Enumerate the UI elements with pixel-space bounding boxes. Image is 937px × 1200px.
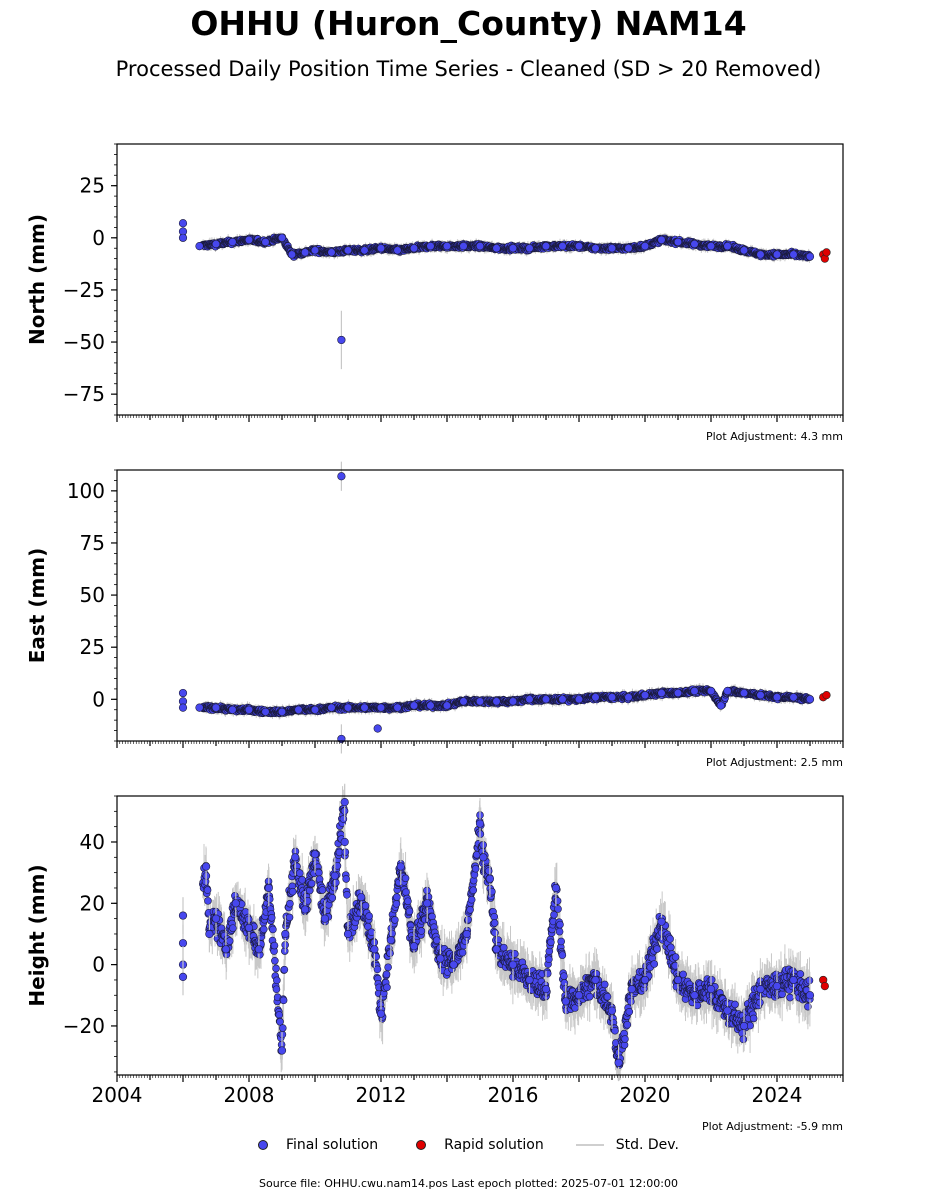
final-point (607, 244, 617, 253)
final-point (310, 246, 320, 255)
final-point (624, 244, 633, 253)
final-point (805, 252, 815, 261)
final-point (690, 239, 699, 249)
y-tick-label: −50 (63, 330, 105, 354)
final-point (756, 250, 765, 259)
final-point (789, 250, 798, 259)
y-tick-label: −75 (63, 382, 105, 406)
final-point (574, 242, 584, 251)
final-point (426, 242, 435, 251)
final-point (409, 244, 419, 253)
y-tick-label: 0 (92, 226, 105, 250)
final-point (343, 246, 353, 255)
final-point (475, 242, 485, 251)
final-point (525, 244, 534, 253)
chart-subtitle: Processed Daily Position Time Series - C… (115, 57, 822, 81)
final-point (442, 242, 452, 251)
rapid-point (822, 248, 831, 257)
final-point (228, 237, 237, 247)
final-point (393, 246, 402, 255)
final-point (508, 244, 518, 253)
final-point (541, 242, 551, 251)
final-point (337, 335, 346, 345)
y-axis-label: North (mm) (25, 214, 49, 345)
final-point (706, 242, 716, 251)
y-tick-label: −25 (63, 278, 105, 302)
final-point (640, 242, 650, 251)
y-tick-label: 25 (80, 174, 105, 198)
final-point (723, 242, 732, 251)
final-point (558, 242, 567, 251)
chart-title: OHHU (Huron_County) NAM14 (190, 4, 747, 43)
final-point (244, 235, 254, 244)
final-point (772, 250, 782, 259)
final-point (327, 248, 336, 257)
plot-adjustment-note: Plot Adjustment: 4.3 mm (706, 430, 843, 443)
final-point (287, 250, 297, 259)
final-point (178, 219, 188, 228)
final-point (673, 237, 683, 247)
final-point (178, 233, 188, 242)
final-point (301, 248, 310, 257)
plot-frame (116, 143, 844, 416)
final-point (277, 233, 287, 242)
final-point (739, 246, 749, 255)
final-point (591, 244, 600, 253)
final-point (360, 246, 369, 255)
final-point (657, 235, 666, 244)
final-point (459, 242, 468, 251)
final-point (376, 244, 386, 253)
final-point (492, 244, 501, 253)
final-point (261, 237, 270, 247)
final-point (195, 242, 204, 251)
final-point (211, 239, 221, 249)
